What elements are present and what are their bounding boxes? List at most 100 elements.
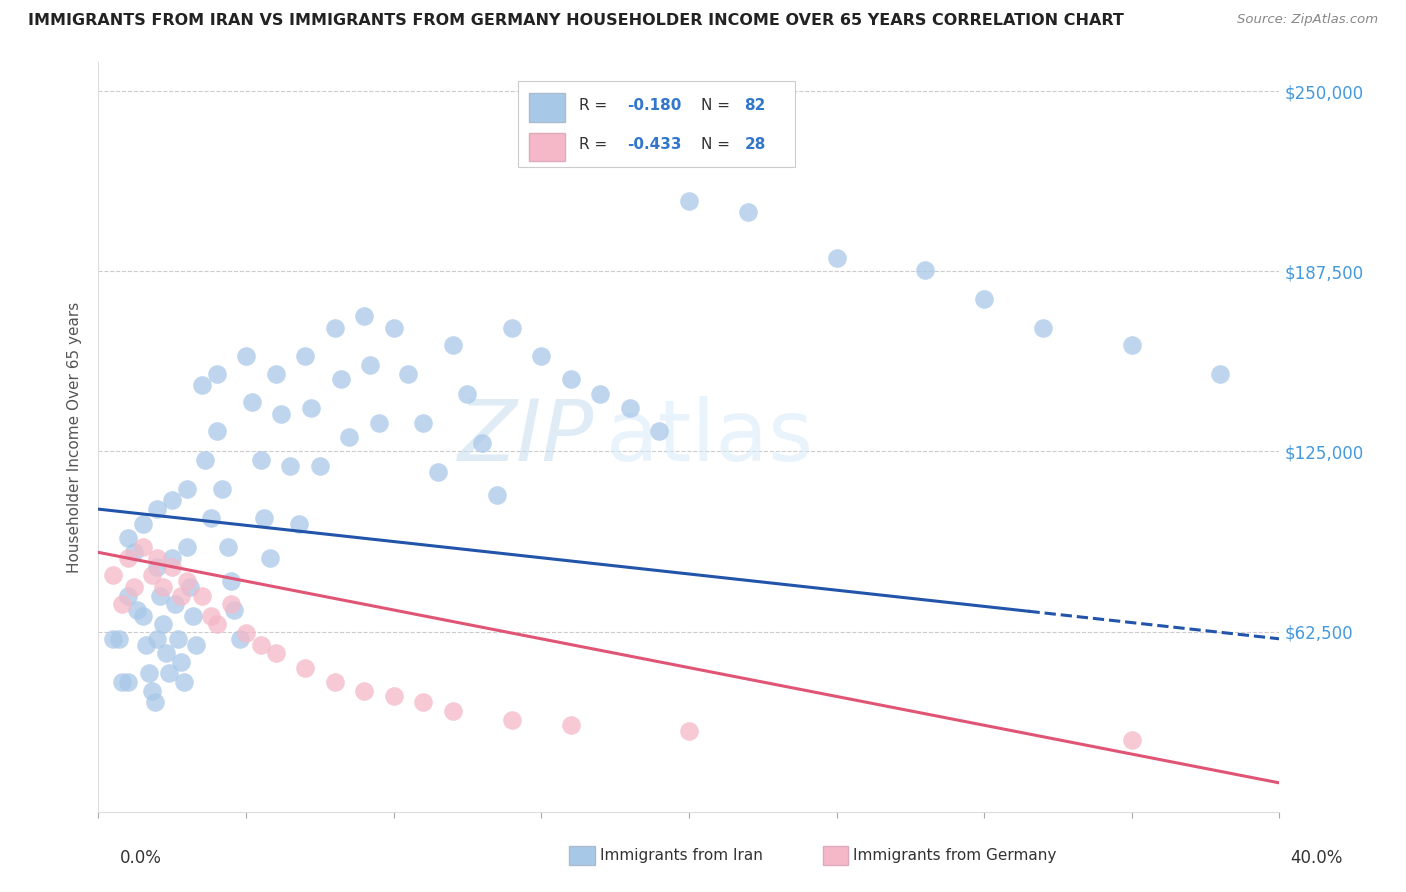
Point [221,574,243,589]
Point [122,580,145,594]
Point [146,502,169,516]
Point [205,617,228,632]
Point [103,632,125,646]
Point [176,574,198,589]
Point [441,704,464,718]
Point [270,407,292,421]
Text: N =: N = [700,137,734,153]
Point [914,263,936,277]
Point [250,638,273,652]
Point [194,453,217,467]
Point [648,425,671,439]
Point [501,713,523,727]
Point [560,372,582,386]
Point [111,597,134,611]
Point [146,559,169,574]
Point [259,551,281,566]
Text: 82: 82 [744,97,766,112]
Point [441,338,464,352]
Text: 40.0%: 40.0% [1291,849,1343,867]
Point [211,482,233,496]
Text: 0.0%: 0.0% [120,849,162,867]
Text: ZIP: ZIP [458,395,595,479]
Point [1032,320,1054,334]
Point [149,589,172,603]
Point [132,608,155,623]
Point [530,350,553,364]
Point [200,608,222,623]
Point [176,540,198,554]
Point [353,683,375,698]
Point [181,608,204,623]
Text: atlas: atlas [606,395,814,479]
Point [1121,338,1143,352]
Point [117,675,139,690]
Point [108,632,131,646]
Point [205,425,228,439]
Text: Immigrants from Iran: Immigrants from Iran [600,848,763,863]
Point [111,675,134,690]
Point [486,488,509,502]
Point [235,350,257,364]
Point [678,724,700,739]
Point [200,510,222,524]
Point [191,589,214,603]
Point [619,401,641,416]
Point [253,510,276,524]
Text: R =: R = [579,97,612,112]
Point [117,551,139,566]
Point [353,309,375,323]
Point [457,387,479,401]
Point [125,603,148,617]
Point [221,597,243,611]
Point [184,638,207,652]
Point [117,531,139,545]
Point [176,482,198,496]
Point [471,435,494,450]
Point [825,252,848,266]
Point [205,367,228,381]
Point [146,632,169,646]
Text: -0.433: -0.433 [627,137,682,153]
Point [117,589,139,603]
Point [162,551,183,566]
Point [288,516,311,531]
Point [217,540,239,554]
Point [737,205,759,219]
Point [501,320,523,334]
Point [250,453,273,467]
Point [299,401,322,416]
Bar [530,133,565,161]
Point [170,589,193,603]
Point [146,551,169,566]
Point [224,603,246,617]
Point [162,559,183,574]
Point [138,666,160,681]
Point [973,292,995,306]
Point [560,718,582,732]
Y-axis label: Householder Income Over 65 years: Householder Income Over 65 years [67,301,83,573]
Point [229,632,252,646]
Text: 28: 28 [744,137,766,153]
Point [323,320,346,334]
Point [135,638,157,652]
Point [412,695,434,709]
Point [167,632,190,646]
Point [329,372,352,386]
Point [132,540,155,554]
Point [678,194,700,208]
Point [157,666,180,681]
Point [264,367,287,381]
Point [103,568,125,582]
Point [589,387,612,401]
Point [309,458,332,473]
Point [323,675,346,690]
Bar [530,93,565,121]
Point [162,493,183,508]
Point [264,646,287,660]
Point [398,367,420,381]
Point [280,458,302,473]
Point [382,320,405,334]
Point [141,683,163,698]
Point [152,617,174,632]
